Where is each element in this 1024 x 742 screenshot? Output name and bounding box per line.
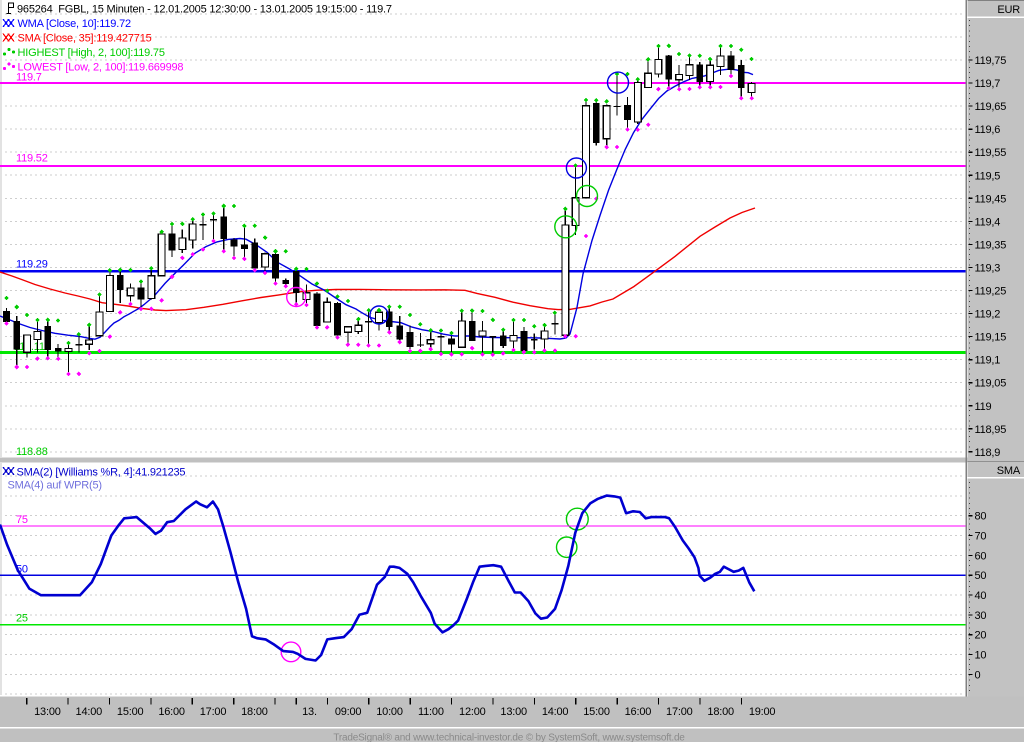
svg-text:16:00: 16:00 bbox=[625, 706, 652, 718]
svg-text:14:00: 14:00 bbox=[76, 706, 103, 718]
svg-text:119,4: 119,4 bbox=[975, 216, 1001, 228]
svg-text:119.52: 119.52 bbox=[16, 153, 48, 165]
svg-text:13:00: 13:00 bbox=[34, 706, 61, 718]
svg-text:50: 50 bbox=[975, 570, 987, 582]
svg-text:119,65: 119,65 bbox=[975, 101, 1007, 113]
svg-text:60: 60 bbox=[975, 550, 987, 562]
svg-text:118,95: 118,95 bbox=[975, 424, 1007, 436]
svg-text:11:00: 11:00 bbox=[418, 706, 444, 718]
svg-text:15:00: 15:00 bbox=[583, 706, 610, 718]
svg-text:10:00: 10:00 bbox=[376, 706, 403, 718]
svg-text:SMA: SMA bbox=[997, 465, 1021, 477]
svg-text:LOWEST [Low, 2, 100]:119.66999: LOWEST [Low, 2, 100]:119.669998 bbox=[18, 62, 184, 74]
svg-text:119,7: 119,7 bbox=[975, 78, 1001, 90]
svg-text:HIGHEST [High, 2, 100]:119.75: HIGHEST [High, 2, 100]:119.75 bbox=[18, 47, 165, 59]
svg-text:25: 25 bbox=[16, 613, 28, 625]
svg-text:119.29: 119.29 bbox=[16, 259, 48, 271]
svg-text:119: 119 bbox=[975, 401, 992, 413]
svg-text:965264 FGBL, 15 Minuten - 12.: 965264 FGBL, 15 Minuten - 12.01.2005 12:… bbox=[17, 4, 392, 16]
svg-text:119,55: 119,55 bbox=[975, 147, 1007, 159]
svg-text:09:00: 09:00 bbox=[335, 706, 362, 718]
svg-text:119,2: 119,2 bbox=[975, 309, 1001, 321]
svg-text:14:00: 14:00 bbox=[542, 706, 569, 718]
svg-text:20: 20 bbox=[975, 630, 987, 642]
svg-text:119,1: 119,1 bbox=[975, 355, 1001, 367]
svg-text:16:00: 16:00 bbox=[158, 706, 185, 718]
svg-text:30: 30 bbox=[975, 610, 987, 622]
svg-text:80: 80 bbox=[975, 511, 987, 523]
svg-text:119,35: 119,35 bbox=[975, 239, 1007, 251]
svg-text:13:00: 13:00 bbox=[500, 706, 527, 718]
svg-text:SMA [Close, 35]:119.427715: SMA [Close, 35]:119.427715 bbox=[18, 33, 152, 45]
svg-text:75: 75 bbox=[16, 514, 28, 526]
svg-text:119,75: 119,75 bbox=[975, 55, 1007, 67]
svg-text:70: 70 bbox=[975, 531, 987, 543]
svg-text:SMA(2) [Williams %R, 4]:41.921: SMA(2) [Williams %R, 4]:41.921235 bbox=[17, 467, 186, 479]
svg-text:10: 10 bbox=[975, 650, 987, 662]
svg-text:0: 0 bbox=[975, 669, 981, 681]
svg-text:EUR: EUR bbox=[997, 4, 1020, 16]
svg-text:118,9: 118,9 bbox=[975, 447, 1001, 459]
svg-text:119,05: 119,05 bbox=[975, 378, 1007, 390]
svg-text:13.: 13. bbox=[302, 706, 317, 718]
svg-text:119,45: 119,45 bbox=[975, 193, 1007, 205]
svg-text:40: 40 bbox=[975, 590, 987, 602]
svg-text:15:00: 15:00 bbox=[117, 706, 144, 718]
svg-text:119,3: 119,3 bbox=[975, 262, 1001, 274]
svg-text:119,15: 119,15 bbox=[975, 332, 1007, 344]
svg-text:119.7: 119.7 bbox=[16, 72, 42, 84]
svg-text:119,5: 119,5 bbox=[975, 170, 1001, 182]
svg-text:18:00: 18:00 bbox=[707, 706, 734, 718]
svg-text:119,6: 119,6 bbox=[975, 124, 1001, 136]
svg-text:TradeSignal® and www.technical: TradeSignal® and www.technical-investor.… bbox=[333, 733, 685, 742]
svg-text:19:00: 19:00 bbox=[749, 706, 776, 718]
svg-text:17:00: 17:00 bbox=[666, 706, 693, 718]
svg-text:118.88: 118.88 bbox=[16, 446, 48, 458]
svg-text:WMA [Close, 10]:119.72: WMA [Close, 10]:119.72 bbox=[18, 18, 131, 30]
svg-text:12:00: 12:00 bbox=[459, 706, 486, 718]
svg-text:18:00: 18:00 bbox=[241, 706, 268, 718]
svg-text:17:00: 17:00 bbox=[200, 706, 227, 718]
svg-text:SMA(4) auf WPR(5): SMA(4) auf WPR(5) bbox=[8, 480, 102, 492]
svg-text:119,25: 119,25 bbox=[975, 286, 1007, 298]
